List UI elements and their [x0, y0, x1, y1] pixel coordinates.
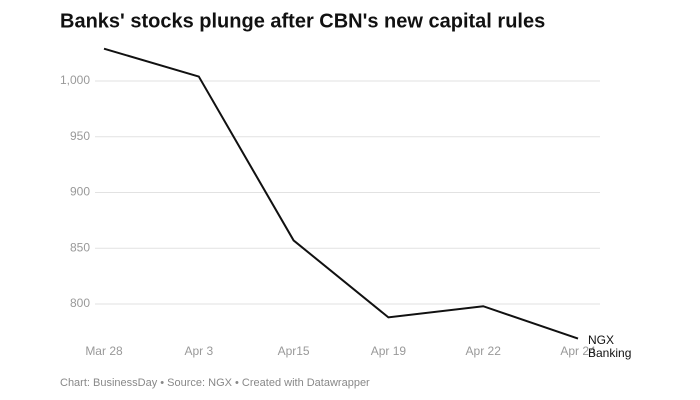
- x-tick-label: Mar 28: [85, 344, 123, 358]
- x-tick-label: Apr15: [278, 344, 310, 358]
- y-tick-label: 950: [70, 129, 90, 143]
- y-tick-label: 800: [70, 296, 90, 310]
- chart-title: Banks' stocks plunge after CBN's new cap…: [60, 10, 545, 32]
- y-tick-label: 900: [70, 185, 90, 199]
- line: [103, 47, 579, 340]
- x-tick-label: Apr 22: [466, 344, 502, 358]
- footer: Chart: BusinessDay • Source: NGX • Creat…: [60, 377, 370, 389]
- y-tick-label: 850: [70, 240, 90, 254]
- y-tick-label: 1,000: [60, 73, 90, 87]
- x-tick-label: Apr 19: [371, 344, 407, 358]
- series-label: NGX Banking: [588, 333, 632, 360]
- x-tick-label: Apr 24: [560, 344, 596, 358]
- x-tick-label: Apr 3: [184, 344, 213, 358]
